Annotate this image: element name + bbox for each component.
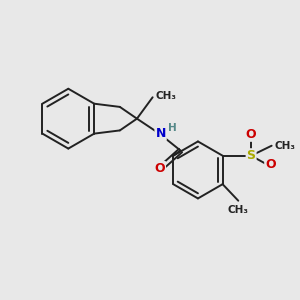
- Text: H: H: [169, 123, 177, 133]
- Text: CH₃: CH₃: [228, 205, 249, 215]
- Text: S: S: [247, 149, 256, 162]
- Text: O: O: [265, 158, 276, 171]
- Text: CH₃: CH₃: [274, 141, 296, 151]
- Text: CH₃: CH₃: [155, 91, 176, 101]
- Text: N: N: [155, 127, 166, 140]
- Text: O: O: [246, 128, 256, 141]
- Text: O: O: [154, 162, 165, 175]
